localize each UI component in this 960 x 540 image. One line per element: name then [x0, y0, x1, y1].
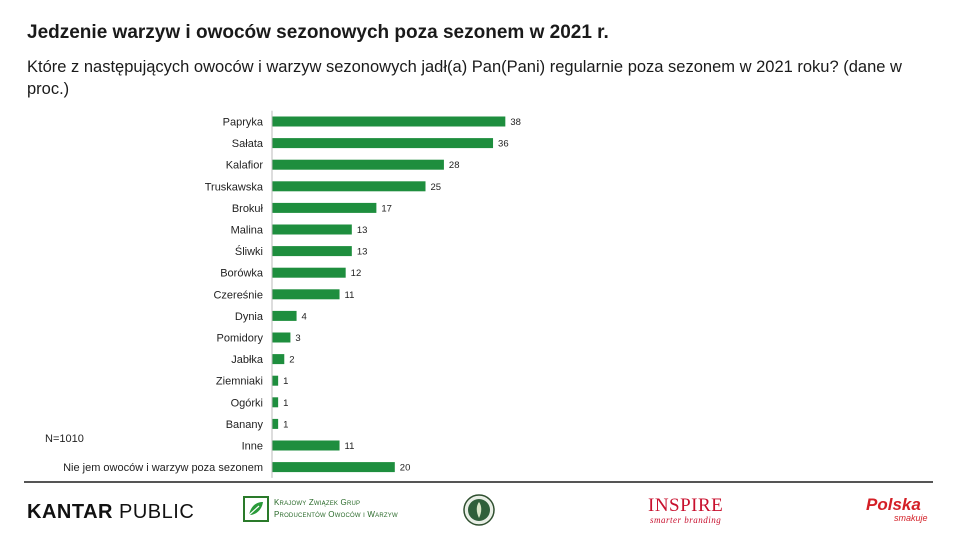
value-label: 20	[400, 463, 411, 474]
bar	[272, 202, 377, 213]
value-label: 28	[449, 160, 460, 171]
kzgp-logo: Krajowy Związek Grup Producentów Owoców …	[243, 496, 398, 522]
category-label: Banany	[226, 419, 264, 431]
bar	[272, 224, 352, 235]
value-label: 25	[431, 182, 442, 193]
bar	[272, 354, 285, 365]
bar	[272, 116, 506, 127]
category-label: Śliwki	[235, 245, 263, 258]
value-label: 1	[283, 376, 288, 387]
category-label: Truskawska	[205, 181, 264, 193]
seal-emblem-icon	[463, 494, 495, 526]
category-label: Papryka	[223, 117, 264, 129]
footer-divider	[24, 481, 933, 483]
category-label: Nie jem owoców i warzyw poza sezonem	[63, 462, 263, 474]
value-label: 4	[302, 311, 307, 322]
bar-chart: Papryka 38 Sałata 36 Kalafior 28 Truskawska 25 B…	[63, 110, 521, 478]
value-label: 1	[283, 419, 288, 430]
value-label: 38	[510, 117, 521, 128]
bar	[272, 418, 279, 429]
value-label: 13	[357, 247, 368, 258]
value-label: 36	[498, 139, 509, 150]
chart-title: Jedzenie warzyw i owoców sezonowych poza…	[27, 22, 609, 43]
value-label: 11	[345, 290, 355, 301]
bar	[272, 440, 340, 451]
kzgp-leaf-icon	[243, 496, 269, 522]
category-label: Jabłka	[231, 354, 264, 366]
bar	[272, 397, 279, 408]
bar	[272, 138, 494, 149]
bar	[272, 462, 395, 473]
value-label: 17	[381, 203, 392, 214]
value-label: 13	[357, 225, 368, 236]
category-label: Dynia	[235, 311, 264, 323]
category-label: Sałata	[232, 138, 264, 150]
inspire-logo: INSPIRE smarter branding	[648, 495, 724, 525]
value-label: 12	[351, 268, 362, 279]
bar	[272, 289, 340, 300]
value-label: 2	[289, 355, 294, 366]
category-label: Borówka	[220, 268, 264, 280]
polska-smakuje-logo: Polska smakuje	[866, 495, 928, 523]
bar	[272, 375, 279, 386]
bar	[272, 159, 444, 170]
category-label: Inne	[242, 441, 263, 453]
category-label: Ziemniaki	[216, 376, 263, 388]
bar	[272, 246, 352, 257]
value-label: 1	[283, 398, 288, 409]
chart-subtitle: Które z następujących owoców i warzyw se…	[27, 58, 902, 98]
sample-size-note: N=1010	[45, 433, 84, 445]
category-label: Pomidory	[217, 333, 264, 345]
bar	[272, 267, 346, 278]
category-label: Ogórki	[231, 397, 263, 409]
kantar-public-logo: KANTAR PUBLIC	[27, 501, 195, 523]
bar	[272, 332, 291, 343]
category-label: Czereśnie	[213, 289, 263, 301]
value-label: 11	[345, 441, 355, 452]
category-label: Malina	[231, 225, 264, 237]
category-label: Brokuł	[232, 203, 264, 215]
footer-logos: KANTAR PUBLIC Krajowy Związek Grup Produ…	[0, 483, 960, 540]
value-label: 3	[295, 333, 300, 344]
bar	[272, 310, 297, 321]
bar	[272, 181, 426, 192]
category-label: Kalafior	[226, 160, 264, 172]
